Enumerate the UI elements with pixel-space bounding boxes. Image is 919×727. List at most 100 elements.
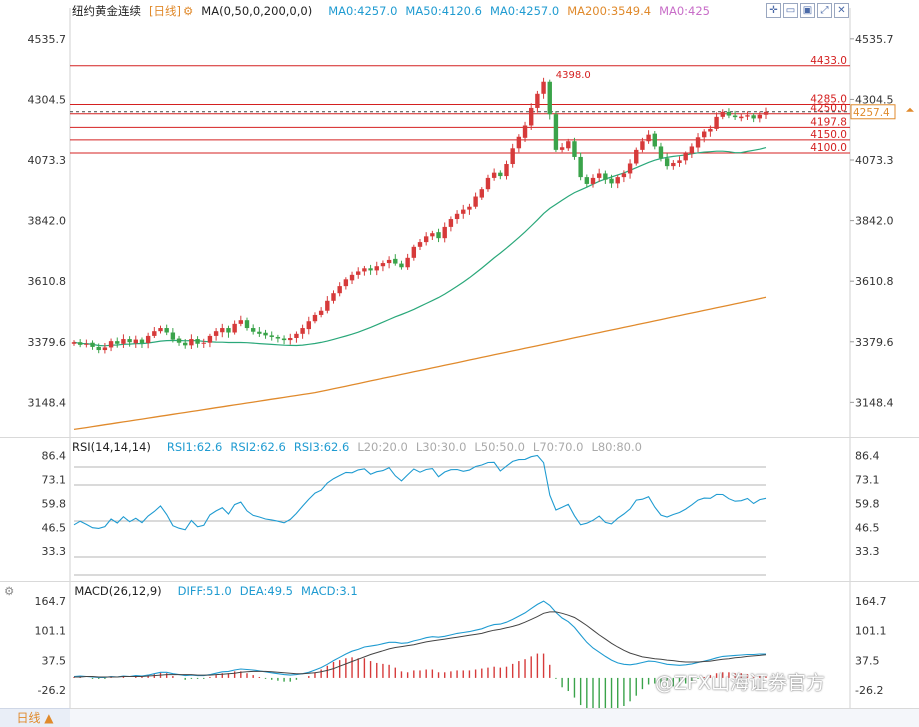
candle-body [269,335,274,337]
rsi-value-4: L30:30.0 [415,440,467,454]
candle-body [121,339,126,344]
candle-body [640,141,645,150]
candle-body [411,246,417,258]
main-y-tick-right-1: 4304.5 [855,93,894,106]
period-selector[interactable]: 日线 ▲ [0,708,70,727]
candle-body [189,339,194,346]
candle-body [213,331,219,336]
main-y-tick-right-5: 3379.6 [855,336,894,349]
macd-histogram [73,653,767,714]
settings-gear-icon[interactable]: ⚙ [182,4,194,18]
candle-body [572,141,577,157]
candle-body [498,172,503,177]
ma-value-3: MA200:3549.4 [567,4,652,18]
candle-body [664,158,670,167]
candle-body [220,328,225,333]
instrument-title: 纽约黄金连续 [72,4,141,18]
candle-body [257,331,262,334]
macd-y-tick-left-2: 37.5 [42,654,67,667]
main-y-tick-left-6: 3148.4 [28,396,67,409]
candle-body [720,111,725,117]
rsi-y-tick-left-3: 46.5 [42,521,67,534]
rsi-y-tick-right-0: 86.4 [855,449,880,462]
candle-body [609,178,614,184]
candle-body [652,133,657,147]
candle-body [566,141,571,149]
crosshair-icon[interactable]: ✛ [766,3,781,18]
candle-body [467,206,472,210]
candle-body [473,196,478,207]
candle-body [244,320,250,329]
candle-body [380,263,386,267]
candle-body [417,242,423,247]
candle-body [522,125,528,138]
macd-settings-icon[interactable]: ⚙ [4,584,15,598]
main-y-tick-right-3: 3842.0 [855,215,894,228]
main-y-tick-left-1: 4304.5 [28,93,67,106]
rsi-value-6: L70:70.0 [532,440,584,454]
candle-body [454,213,460,220]
candle-body [461,209,466,214]
ma-value-1: MA50:4120.6 [405,4,482,18]
candle-body [448,219,454,227]
candle-body [386,259,392,264]
zoom-in-icon[interactable]: ▣ [800,3,815,18]
macd-y-tick-left-3: -26.2 [38,684,66,697]
rsi-y-tick-right-2: 59.8 [855,497,880,510]
level-label-4: 4197.8 [810,116,847,128]
candle-body [349,274,355,281]
candle-body [393,258,398,264]
candle-body [263,332,268,336]
candle-body [578,156,583,178]
rsi-line [73,454,767,531]
macd-header: ⚙ MACD(26,12,9) DIFF:51.0 DEA:49.5 MACD:3.1 [4,583,358,599]
candle-body [318,310,324,315]
macd-y-tick-right-2: 37.5 [855,654,880,667]
macd-value-0: DIFF:51.0 [177,584,232,598]
main-y-tick-right-2: 4073.3 [855,154,894,167]
candle-body [158,328,163,332]
candle-body [442,226,447,239]
candle-body [436,232,441,239]
rsi-y-tick-right-3: 46.5 [855,521,880,534]
candle-body [325,300,330,311]
macd-values: DIFF:51.0 DEA:49.5 MACD:3.1 [170,584,358,598]
candle-body [535,93,540,108]
level-label-5: 4150.0 [810,129,847,141]
candle-body [695,137,701,148]
candle-body [646,134,651,142]
ma-value-0: MA0:4257.0 [328,4,398,18]
candle-body [430,233,435,237]
rsi-y-tick-right-1: 73.1 [855,473,880,486]
fullscreen-icon[interactable]: ⤢ [817,3,832,18]
rsi-title: RSI(14,14,14) [72,440,151,454]
candle-body [312,314,318,322]
candle-body [559,147,565,150]
macd-y-tick-left-0: 164.7 [35,595,67,608]
candle-body [627,163,633,174]
rsi-value-7: L80:80.0 [591,440,642,454]
candle-body [300,328,305,334]
zoom-out-icon[interactable]: ▭ [783,3,798,18]
main-y-tick-right-4: 3610.8 [855,275,894,288]
candle-body [671,162,676,167]
main-y-tick-left-3: 3842.0 [28,215,67,228]
close-icon[interactable]: ✕ [834,3,849,18]
candle-body [176,338,182,343]
rsi-y-tick-left-1: 73.1 [42,473,67,486]
candle-body [232,323,237,333]
candle-body [615,177,620,184]
candle-body [152,331,157,336]
candle-body [751,115,756,119]
rsi-y-tick-right-4: 33.3 [855,545,880,558]
candle-body [596,173,602,178]
candle-body [207,335,213,343]
candle-body [368,268,373,271]
rsi-y-tick-left-4: 33.3 [42,545,67,558]
candle-body [343,279,349,287]
period-tag[interactable]: [日线] [149,4,181,18]
candle-body [374,266,379,271]
candle-body [702,131,707,138]
candle-body [541,81,546,94]
